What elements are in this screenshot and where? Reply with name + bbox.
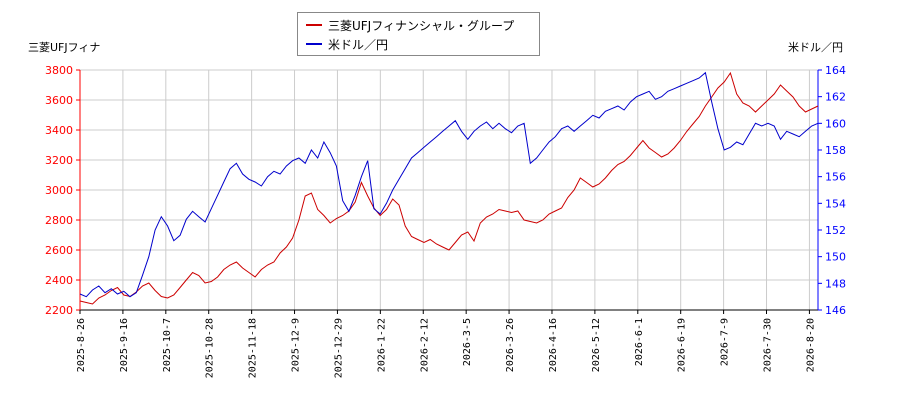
x-tick-label: 2026-7-30	[763, 318, 774, 372]
x-tick-label: 2025-9-16	[119, 318, 130, 372]
x-tick-label: 2026-1-22	[376, 318, 387, 372]
legend-swatch-mufg	[306, 24, 322, 26]
x-tick-label: 2026-3-5	[462, 318, 473, 366]
x-tick-label: 2025-12-29	[333, 318, 344, 378]
right-tick-label: 148	[825, 277, 846, 290]
x-tick-label: 2026-7-9	[720, 318, 731, 366]
left-tick-label: 3000	[45, 184, 73, 197]
legend-swatch-usdjpy	[306, 43, 322, 45]
x-tick-label: 2026-6-19	[677, 318, 688, 372]
right-tick-label: 160	[825, 117, 846, 130]
x-tick-label: 2025-12-9	[291, 318, 302, 372]
series-line-mufg	[79, 71, 819, 305]
left-tick-label: 3800	[45, 64, 73, 77]
legend-label-usdjpy: 米ドル／円	[328, 37, 389, 52]
legend-item-usdjpy: 米ドル／円	[306, 35, 388, 53]
left-tick-label: 2800	[45, 214, 73, 227]
x-tick-label: 2025-10-7	[162, 318, 173, 372]
left-tick-label: 2200	[45, 304, 73, 317]
left-tick-label: 2600	[45, 244, 73, 257]
x-tick-label: 2026-2-12	[419, 318, 430, 372]
right-tick-label: 152	[825, 224, 846, 237]
x-tick-label: 2026-4-16	[548, 318, 559, 372]
right-tick-label: 146	[825, 304, 846, 317]
x-tick-label: 2025-8-26	[76, 318, 87, 372]
left-tick-label: 3600	[45, 94, 73, 107]
x-tick-label: 2026-3-26	[505, 318, 516, 372]
left-axis-title: 三菱UFJフィナ	[28, 41, 101, 54]
right-tick-label: 164	[825, 64, 846, 77]
left-tick-label: 3200	[45, 154, 73, 167]
x-tick-label: 2025-11-18	[248, 318, 259, 378]
x-tick-label: 2026-6-1	[634, 318, 645, 366]
right-tick-label: 156	[825, 171, 846, 184]
right-tick-label: 154	[825, 197, 846, 210]
x-tick-label: 2026-8-20	[805, 318, 816, 372]
legend: 三菱UFJフィナンシャル・グループ 米ドル／円	[297, 12, 540, 56]
legend-label-mufg: 三菱UFJフィナンシャル・グループ	[328, 18, 515, 33]
x-tick-label: 2025-10-28	[205, 318, 216, 378]
legend-item-mufg: 三菱UFJフィナンシャル・グループ	[306, 16, 514, 34]
right-axis-title: 米ドル／円	[788, 41, 843, 54]
right-tick-label: 150	[825, 251, 846, 264]
left-tick-label: 3400	[45, 124, 73, 137]
series-line-usdjpy	[79, 71, 819, 298]
right-tick-label: 162	[825, 91, 846, 104]
x-tick-label: 2026-5-12	[591, 318, 602, 372]
right-tick-label: 158	[825, 144, 846, 157]
left-tick-label: 2400	[45, 274, 73, 287]
